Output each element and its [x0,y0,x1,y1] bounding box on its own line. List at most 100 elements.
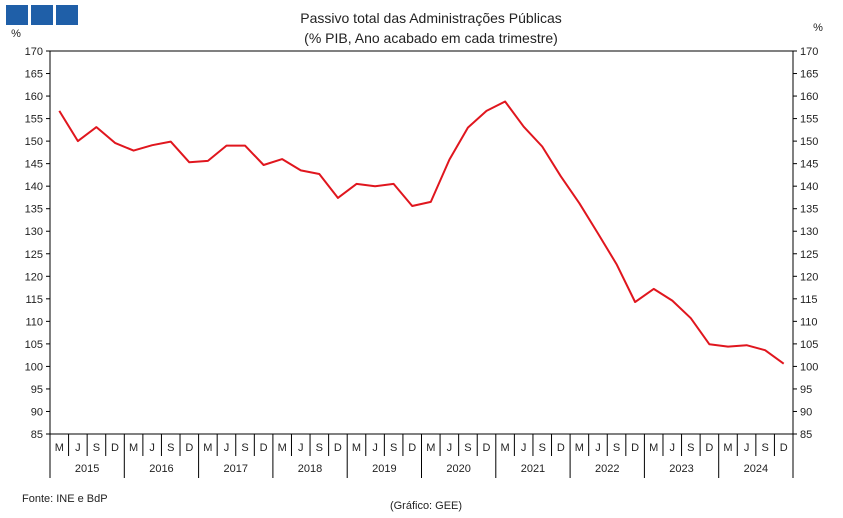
gee-logo [6,5,78,25]
y-tick-label-right: 105 [800,339,818,351]
x-quarter-label: S [687,442,694,454]
logo-square [6,5,28,25]
logo-square [31,5,53,25]
x-quarter-label: J [224,442,230,454]
y-tick-label-left: 150 [25,136,43,148]
y-tick-label-right: 165 [800,69,818,81]
y-tick-label-left: 85 [31,429,43,441]
axes [46,50,797,478]
x-quarter-label: M [352,442,361,454]
x-quarter-label: J [521,442,527,454]
x-quarter-label: D [408,442,416,454]
x-quarter-label: J [372,442,378,454]
x-quarter-label: M [278,442,287,454]
x-quarter-label: M [723,442,732,454]
x-quarter-label: M [203,442,212,454]
y-tick-label-right: 125 [800,249,818,261]
y-unit-left: % [11,28,21,40]
y-tick-label-right: 155 [800,114,818,126]
x-quarter-label: M [129,442,138,454]
y-tick-label-left: 110 [25,316,43,328]
x-quarter-label: D [631,442,639,454]
y-tick-label-right: 135 [800,204,818,216]
source-note: Fonte: INE e BdP [22,493,108,505]
x-year-label: 2017 [224,463,248,475]
y-tick-label-right: 140 [800,181,818,193]
y-tick-label-left: 100 [25,361,43,373]
x-year-label: 2015 [75,463,99,475]
x-quarter-label: D [483,442,491,454]
y-tick-labels: 85 85 90 90 95 95 100 100 105 105 110 110 115 115 120 1… [25,46,819,441]
x-year-label: 2019 [372,463,396,475]
y-unit-right: % [813,22,823,34]
x-year-label: 2021 [521,463,545,475]
x-quarter-label: S [167,442,174,454]
x-quarter-label: S [613,442,620,454]
x-year-label: 2022 [595,463,619,475]
x-quarter-label: J [75,442,81,454]
y-tick-label-left: 90 [31,406,43,418]
chart-title: Passivo total das Administrações Pública… [300,10,561,26]
plot-frame [49,50,794,435]
x-quarter-label: D [557,442,565,454]
x-year-label: 2020 [446,463,470,475]
x-quarter-label: D [334,442,342,454]
y-tick-label-right: 100 [800,361,818,373]
y-tick-label-left: 125 [25,249,43,261]
y-tick-label-right: 145 [800,159,818,171]
x-quarter-label: D [780,442,788,454]
x-quarter-label: J [744,442,750,454]
y-tick-label-right: 110 [800,316,818,328]
series-line [58,100,785,365]
x-quarter-label: S [316,442,323,454]
x-quarter-label: S [241,442,248,454]
y-tick-label-left: 170 [25,46,43,58]
y-tick-label-left: 95 [31,384,43,396]
x-quarter-label: J [670,442,676,454]
x-year-label: 2016 [149,463,173,475]
x-quarter-label: J [298,442,304,454]
y-tick-label-right: 85 [800,429,812,441]
y-tick-label-right: 90 [800,406,812,418]
y-tick-label-right: 160 [800,91,818,103]
x-year-label: 2023 [669,463,693,475]
x-quarter-label: M [426,442,435,454]
x-quarter-label: J [149,442,155,454]
logo-square [56,5,78,25]
x-quarter-label: M [649,442,658,454]
y-tick-label-left: 130 [25,226,43,238]
x-quarter-label: S [539,442,546,454]
x-quarter-label: M [55,442,64,454]
x-quarter-label: D [260,442,268,454]
chart-subtitle: (% PIB, Ano acabado em cada trimestre) [304,30,558,46]
x-quarter-label: D [705,442,713,454]
y-tick-label-left: 165 [25,69,43,81]
y-tick-label-left: 105 [25,339,43,351]
x-quarter-label: M [501,442,510,454]
x-quarter-label: M [575,442,584,454]
x-quarter-label: J [447,442,453,454]
y-tick-label-left: 115 [25,294,43,306]
x-quarter-label: S [464,442,471,454]
y-tick-label-right: 120 [800,271,818,283]
x-quarter-label: D [185,442,193,454]
y-tick-label-right: 130 [800,226,818,238]
y-tick-label-right: 115 [800,294,818,306]
credit-note: (Gráfico: GEE) [390,500,462,512]
x-year-label: 2018 [298,463,322,475]
y-tick-label-left: 160 [25,91,43,103]
x-quarter-label: J [595,442,601,454]
y-tick-label-left: 140 [25,181,43,193]
y-tick-label-left: 145 [25,159,43,171]
y-tick-label-left: 120 [25,271,43,283]
x-quarter-label: S [390,442,397,454]
y-tick-label-right: 95 [800,384,812,396]
x-quarter-label: S [761,442,768,454]
y-tick-label-left: 135 [25,204,43,216]
y-tick-label-right: 150 [800,136,818,148]
y-tick-label-right: 170 [800,46,818,58]
x-quarter-label: D [111,442,119,454]
x-year-label: 2024 [744,463,768,475]
